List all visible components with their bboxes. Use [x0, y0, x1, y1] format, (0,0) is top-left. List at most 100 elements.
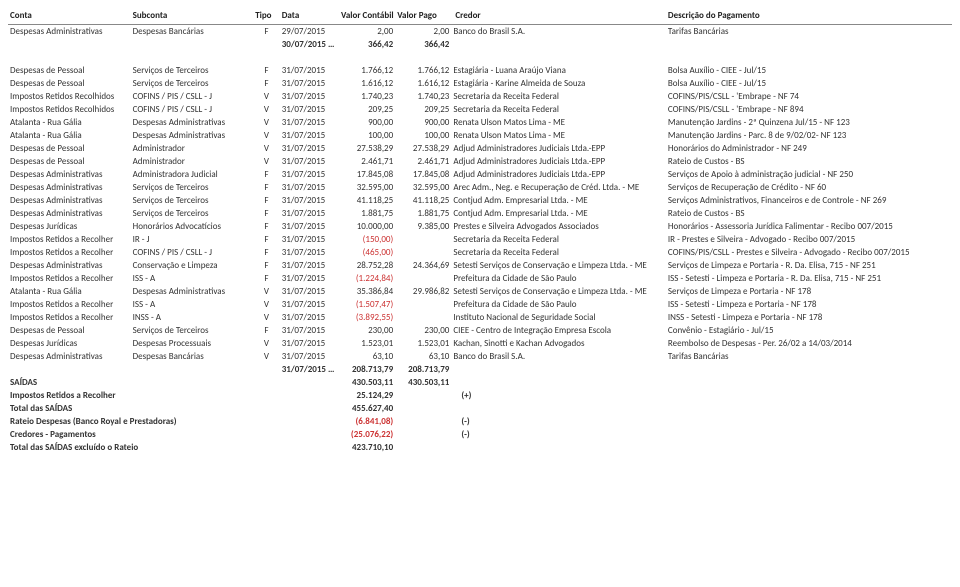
cell-valor-pago: 230,00: [395, 324, 451, 337]
cell-descricao: Honorários - Assessoria Jurídica Falimen…: [666, 220, 952, 233]
cell-tipo: F: [253, 233, 280, 246]
cell-data: 30/07/2015 Total: [280, 38, 339, 51]
cell-subconta: Despesas Bancárias: [131, 25, 254, 39]
cell-conta: Despesas Jurídicas: [8, 337, 131, 350]
cell-valor-pago: 2,00: [395, 25, 451, 39]
summary-pad: [666, 441, 952, 454]
cell-credor: Secretaria da Receita Federal: [451, 233, 666, 246]
col-valor-contabil: Valor Contábil: [339, 8, 395, 25]
cell-valor-pago: 209,25: [395, 103, 451, 116]
cell-credor: Kachan, Sinotti e Kachan Advogados: [451, 337, 666, 350]
cell-subconta: [131, 363, 254, 376]
cell-descricao: Serviços de Recuperação de Crédito - NF …: [666, 181, 952, 194]
cell-valor-pago: 1.523,01: [395, 337, 451, 350]
cell-descricao: COFINS/PIS/CSLL - 'Embrape - NF 74: [666, 90, 952, 103]
cell-valor-contabil: 208.713,79: [339, 363, 395, 376]
summary-suffix: (-): [451, 428, 666, 441]
cell-credor: Prefeitura da Cidade de São Paulo: [451, 298, 666, 311]
cell-credor: Banco do Brasil S.A.: [451, 25, 666, 39]
cell-data: 31/07/2015: [280, 116, 339, 129]
cell-tipo: F: [253, 246, 280, 259]
cell-subconta: Serviços de Terceiros: [131, 324, 254, 337]
cell-credor: Setesti Serviços de Conservação e Limpez…: [451, 285, 666, 298]
cell-subconta: INSS - A: [131, 311, 254, 324]
summary-value-1: 423.710,10: [339, 441, 395, 454]
table-row: Impostos Retidos a RecolherIR - JF31/07/…: [8, 233, 952, 246]
cell-credor: Estagiária - Karine Almeida de Souza: [451, 77, 666, 90]
cell-valor-pago: [395, 311, 451, 324]
cell-data: 31/07/2015: [280, 324, 339, 337]
cell-valor-contabil: 10.000,00: [339, 220, 395, 233]
summary-value-2: [395, 428, 451, 441]
cell-valor-pago: [395, 298, 451, 311]
cell-valor-pago: 208.713,79: [395, 363, 451, 376]
summary-label: Impostos Retidos a Recolher: [8, 389, 339, 402]
cell-tipo: F: [253, 220, 280, 233]
col-credor: Credor: [451, 8, 666, 25]
cell-conta: Despesas de Pessoal: [8, 324, 131, 337]
table-row: 30/07/2015 Total366,42366,42: [8, 38, 952, 51]
cell-credor: [451, 363, 666, 376]
cell-data: 31/07/2015: [280, 246, 339, 259]
cell-descricao: Serviços de Limpeza e Portaria - NF 178: [666, 285, 952, 298]
summary-pad: [666, 402, 952, 415]
cell-valor-pago: 27.538,29: [395, 142, 451, 155]
cell-conta: Impostos Retidos Recolhidos: [8, 103, 131, 116]
col-data: Data: [280, 8, 339, 25]
table-row: [8, 51, 952, 64]
cell-credor: Secretaria da Receita Federal: [451, 246, 666, 259]
summary-value-1: 430.503,11: [339, 376, 395, 389]
cell-descricao: IR - Prestes e Silveira - Advogado - Rec…: [666, 233, 952, 246]
summary-label: Total das SAÍDAS: [8, 402, 339, 415]
cell-data: 31/07/2015: [280, 103, 339, 116]
cell-valor-pago: 9.385,00: [395, 220, 451, 233]
cell-credor: Renata Ulson Matos Lima - ME: [451, 116, 666, 129]
summary-value-1: (6.841,08): [339, 415, 395, 428]
summary-suffix: [451, 376, 666, 389]
cell-credor: Banco do Brasil S.A.: [451, 350, 666, 363]
cell-data: 31/07/2015: [280, 77, 339, 90]
cell-tipo: V: [253, 103, 280, 116]
cell-data: 31/07/2015: [280, 168, 339, 181]
cell-tipo: F: [253, 168, 280, 181]
cell-tipo: F: [253, 194, 280, 207]
cell-conta: Impostos Retidos a Recolher: [8, 311, 131, 324]
cell-valor-pago: 900,00: [395, 116, 451, 129]
cell-credor: Secretaria da Receita Federal: [451, 90, 666, 103]
cell-subconta: COFINS / PIS / CSLL - J: [131, 246, 254, 259]
table-row: Despesas de PessoalAdministradorV31/07/2…: [8, 155, 952, 168]
cell-subconta: ISS - A: [131, 272, 254, 285]
cell-conta: Impostos Retidos a Recolher: [8, 246, 131, 259]
cell-data: 31/07/2015 Total: [280, 363, 339, 376]
cell-conta: Impostos Retidos a Recolher: [8, 272, 131, 285]
cell-conta: Atalanta - Rua Gália: [8, 285, 131, 298]
cell-valor-contabil: 32.595,00: [339, 181, 395, 194]
cell-subconta: IR - J: [131, 233, 254, 246]
blank-row: [8, 51, 952, 64]
cell-tipo: F: [253, 272, 280, 285]
table-row: Impostos Retidos a RecolherINSS - AV31/0…: [8, 311, 952, 324]
cell-descricao: Convênio - Estagiário - Jul/15: [666, 324, 952, 337]
summary-value-2: [395, 402, 451, 415]
summary-value-1: 455.627,40: [339, 402, 395, 415]
summary-row: SAÍDAS430.503,11430.503,11: [8, 376, 952, 389]
cell-subconta: Serviços de Terceiros: [131, 207, 254, 220]
cell-subconta: Serviços de Terceiros: [131, 181, 254, 194]
cell-tipo: V: [253, 90, 280, 103]
cell-conta: Despesas Jurídicas: [8, 220, 131, 233]
cell-conta: Impostos Retidos a Recolher: [8, 298, 131, 311]
table-row: Despesas JurídicasDespesas ProcessuaisV3…: [8, 337, 952, 350]
cell-descricao: COFINS/PIS/CSLL - Prestes e Silveira - A…: [666, 246, 952, 259]
table-row: Despesas de PessoalServiços de Terceiros…: [8, 64, 952, 77]
summary-label: Total das SAÍDAS excluído o Rateio: [8, 441, 339, 454]
cell-credor: Setesti Serviços de Conservação e Limpez…: [451, 259, 666, 272]
cell-conta: Atalanta - Rua Gália: [8, 116, 131, 129]
cell-valor-contabil: 28.752,28: [339, 259, 395, 272]
cell-valor-contabil: 1.740,23: [339, 90, 395, 103]
summary-label: SAÍDAS: [8, 376, 339, 389]
cell-tipo: F: [253, 324, 280, 337]
cell-tipo: [253, 38, 280, 51]
cell-data: 31/07/2015: [280, 194, 339, 207]
cell-valor-contabil: 17.845,08: [339, 168, 395, 181]
cell-credor: Contjud Adm. Empresarial Ltda. - ME: [451, 194, 666, 207]
